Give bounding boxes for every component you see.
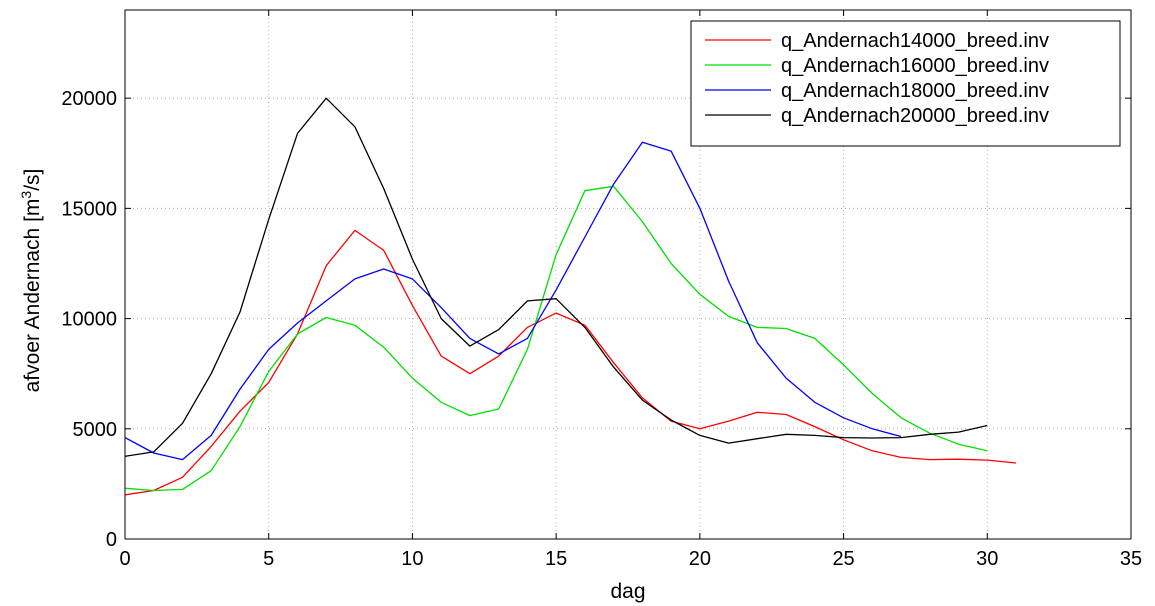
y-axis-title: afvoer Andernach [m3/s]	[18, 169, 44, 393]
legend-label: q_Andernach20000_breed.inv	[781, 105, 1049, 127]
legend: q_Andernach14000_breed.inv q_Andernach160…	[690, 20, 1121, 147]
series-line-1	[124, 229, 1017, 496]
y-tick-label: 10000	[61, 309, 117, 331]
series-lines	[124, 97, 1017, 496]
x-tick-label: 35	[1120, 548, 1142, 570]
x-tick-label: 20	[689, 548, 711, 570]
legend-label: q_Andernach18000_breed.inv	[781, 80, 1049, 102]
y-tick-label: 5000	[73, 419, 118, 441]
plot-frame	[124, 9, 1132, 540]
axis-ticks: 0 5 10 15 20 25 30 35 0 5000 10000 15000 20000	[61, 10, 1142, 570]
y-tick-label: 0	[106, 529, 117, 551]
x-tick-label: 15	[545, 548, 567, 570]
x-axis-title: dag	[610, 580, 645, 603]
y-tick-label: 20000	[61, 88, 117, 110]
y-axis-title-prefix: afvoer Andernach [m	[21, 199, 44, 393]
x-tick-label: 5	[263, 548, 274, 570]
series-line-3	[124, 141, 902, 461]
series-line-2	[124, 185, 988, 492]
x-tick-label: 0	[119, 548, 130, 570]
series-line-4	[124, 97, 988, 457]
y-axis-title-superscript: 3	[18, 191, 34, 199]
legend-label: q_Andernach16000_breed.inv	[781, 55, 1049, 77]
y-axis-title-suffix: /s]	[21, 169, 44, 191]
y-tick-label: 15000	[61, 198, 117, 220]
x-tick-label: 25	[832, 548, 854, 570]
legend-box	[690, 20, 1121, 147]
legend-label: q_Andernach14000_breed.inv	[781, 30, 1049, 52]
x-tick-label: 10	[401, 548, 423, 570]
x-tick-label: 30	[976, 548, 998, 570]
